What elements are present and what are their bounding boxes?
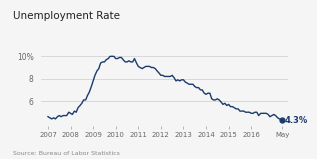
Text: Unemployment Rate: Unemployment Rate <box>13 11 120 21</box>
Text: 4.3%: 4.3% <box>284 116 307 124</box>
Text: Source: Bureau of Labor Statistics: Source: Bureau of Labor Statistics <box>13 151 120 156</box>
